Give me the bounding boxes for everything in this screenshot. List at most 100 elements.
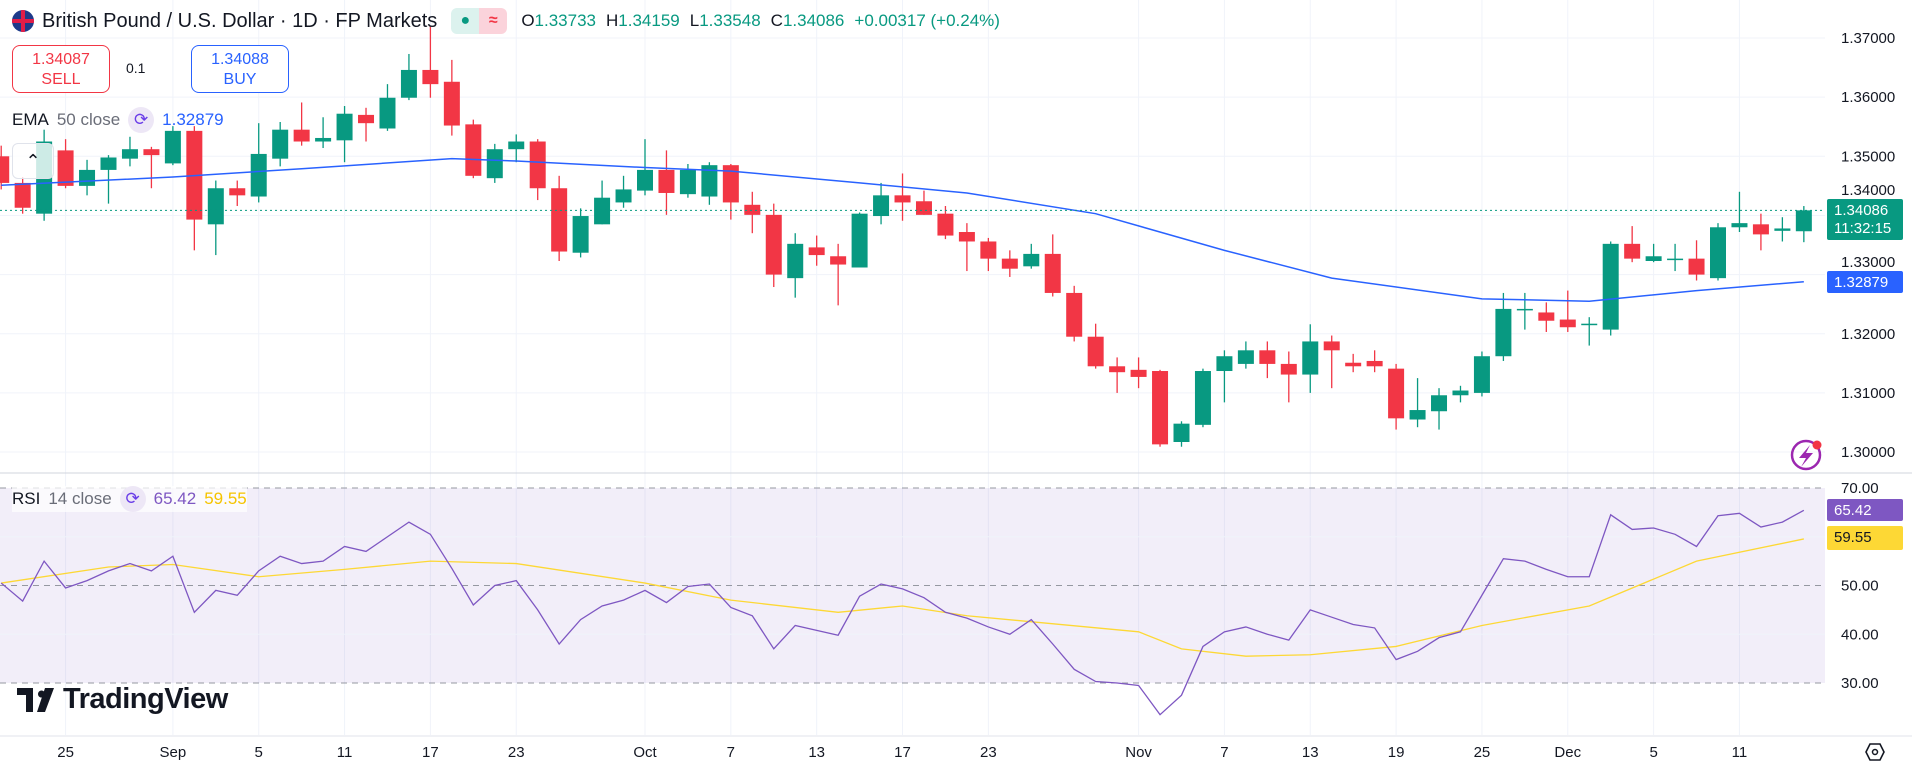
candle (572, 208, 589, 258)
ema-name: EMA (12, 110, 49, 129)
time-tick-label: Sep (160, 744, 187, 761)
candle-body (1044, 253, 1061, 293)
candle-body (293, 129, 310, 142)
candle (422, 26, 439, 98)
price-tick-label: 1.32000 (1841, 326, 1895, 343)
candle-body (1302, 341, 1319, 375)
candle-body (1624, 243, 1641, 259)
candle-body (0, 156, 10, 183)
candle-body (1173, 423, 1190, 442)
candle (358, 107, 375, 142)
candle (1044, 234, 1061, 297)
candle (1173, 421, 1190, 447)
candle (1473, 351, 1490, 397)
sync-icon[interactable]: ⟳ (128, 107, 155, 133)
ema-legend[interactable]: EMA 50 close ⟳ 1.32879 (12, 107, 224, 133)
candle (701, 162, 718, 205)
candle-body (1388, 368, 1405, 419)
candle (1452, 385, 1469, 403)
tradingview-logo[interactable]: TradingView (17, 683, 228, 716)
candle (0, 145, 10, 190)
candle-body (315, 137, 332, 142)
candle (79, 159, 96, 196)
candle (1538, 302, 1555, 332)
lightning-ring (1790, 439, 1822, 471)
candle (164, 126, 181, 166)
candle (1731, 191, 1748, 233)
hexagon-center (1871, 748, 1879, 756)
candle (143, 146, 160, 189)
candle (293, 102, 310, 146)
buy-button[interactable]: 1.34088 BUY (191, 45, 289, 93)
candle-body (915, 201, 932, 215)
candle (207, 180, 224, 256)
candle (1581, 317, 1598, 346)
sell-button[interactable]: 1.34087 SELL (12, 45, 110, 93)
candle-body (229, 188, 246, 196)
candle (14, 177, 31, 214)
market-status[interactable]: ● ≈ (451, 8, 508, 34)
candle-body (615, 189, 632, 203)
rsi-legend[interactable]: RSI 14 close ⟳ 65.42 59.55 (12, 486, 247, 512)
candle-body (1452, 390, 1469, 396)
candle-body (1280, 363, 1297, 375)
candle-body (980, 241, 997, 259)
candle-body (744, 204, 761, 215)
lightning-icon[interactable] (1790, 439, 1822, 471)
chevron-up-icon[interactable]: ⌃ (12, 143, 54, 179)
price-tick-label: 1.36000 (1841, 89, 1895, 106)
candle-body (722, 165, 739, 203)
time-tick-label: 5 (1649, 744, 1657, 761)
candle (830, 243, 847, 306)
candle (808, 235, 825, 266)
candle (250, 123, 267, 203)
candle (1323, 335, 1340, 389)
symbol-title[interactable]: British Pound / U.S. Dollar · 1D · FP Ma… (42, 9, 438, 32)
notification-dot (1812, 440, 1822, 450)
candle-body (1023, 253, 1040, 267)
candle-body (529, 141, 546, 189)
candle (1109, 357, 1126, 393)
time-tick-label: 25 (57, 744, 74, 761)
candle (1752, 213, 1769, 251)
time-tick-label: 11 (337, 744, 353, 761)
candle (272, 121, 289, 167)
candle-body (1431, 395, 1448, 412)
candle (594, 180, 611, 225)
hexagon-settings-icon[interactable] (1865, 743, 1885, 761)
last-price-badge-text: 11:32:15 (1834, 220, 1891, 237)
price-tick-label: 1.33000 (1841, 254, 1895, 271)
candle (1366, 350, 1383, 373)
price-tick-label: 1.30000 (1841, 444, 1895, 461)
candle-body (1087, 336, 1104, 367)
candle (1774, 217, 1791, 242)
candle-body (79, 169, 96, 186)
candle (508, 134, 525, 163)
candle (787, 233, 804, 298)
candle (1087, 323, 1104, 369)
sync-icon[interactable]: ⟳ (119, 486, 146, 512)
candle (1495, 292, 1512, 361)
candle-body (164, 130, 181, 164)
candle (1688, 240, 1705, 281)
candle (1259, 341, 1276, 379)
candle-body (1194, 371, 1211, 425)
candle-body (57, 150, 74, 186)
candle (379, 84, 396, 131)
candle (873, 182, 890, 225)
candle-body (143, 149, 160, 156)
candle-body (465, 124, 482, 176)
candle-body (1409, 410, 1426, 420)
price-tick-label: 1.37000 (1841, 30, 1895, 47)
ema-price-badge (1827, 271, 1903, 293)
candle (486, 143, 503, 183)
candle (1152, 369, 1169, 447)
candle-body (572, 216, 589, 253)
candle (1388, 363, 1405, 430)
candle-body (1581, 323, 1598, 326)
candle-body (594, 197, 611, 225)
candle-body (637, 169, 653, 191)
candle-body (1109, 366, 1126, 373)
sell-label: SELL (41, 71, 81, 88)
